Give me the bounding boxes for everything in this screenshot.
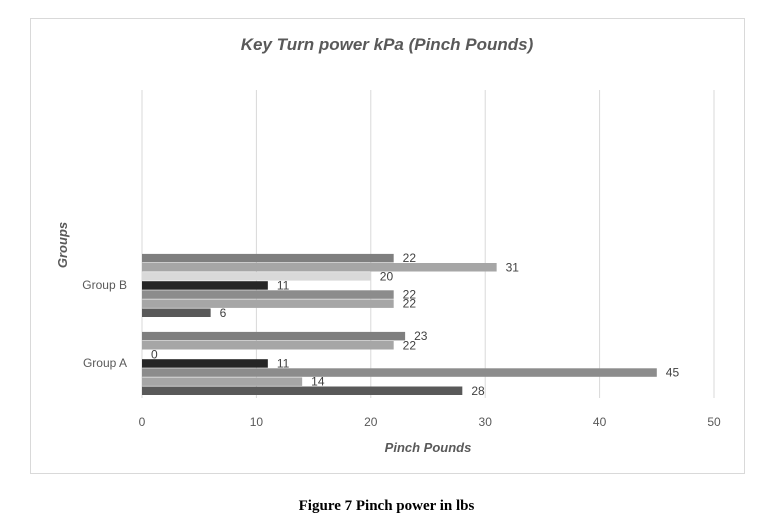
category-label: Group A <box>83 356 127 370</box>
x-tick-label: 0 <box>139 415 146 429</box>
data-label: 14 <box>311 375 325 389</box>
bar <box>142 377 303 386</box>
bar <box>142 386 463 395</box>
chart-title: Key Turn power kPa (Pinch Pounds) <box>241 35 534 54</box>
bar <box>142 281 268 290</box>
bar-chart: Key Turn power kPa (Pinch Pounds) 28 14 45… <box>55 35 721 455</box>
x-axis-title: Pinch Pounds <box>385 440 472 455</box>
gridlines <box>141 90 715 398</box>
data-label: 28 <box>471 384 485 398</box>
figure-caption: Figure 7 Pinch power in lbs <box>298 498 475 514</box>
data-label: 22 <box>403 338 417 352</box>
chart-frame <box>30 18 745 474</box>
category-label: Group B <box>82 278 127 292</box>
data-label: 6 <box>220 306 227 320</box>
x-tick-label: 30 <box>479 415 493 429</box>
bar <box>142 299 394 308</box>
data-label: 22 <box>403 251 417 265</box>
data-label: 22 <box>403 288 417 302</box>
x-tick-labels: 0 10 20 30 40 50 <box>139 415 721 429</box>
bar <box>142 253 394 263</box>
bar <box>142 331 406 341</box>
bar <box>142 359 268 368</box>
data-label: 0 <box>151 347 158 361</box>
y-tick-labels: Group A Group B <box>82 278 127 370</box>
data-label: 31 <box>506 260 520 274</box>
bar <box>142 308 211 317</box>
x-tick-label: 10 <box>250 415 264 429</box>
data-label: 22 <box>403 297 417 311</box>
y-axis-title: Groups <box>55 222 70 268</box>
data-label: 45 <box>666 366 680 380</box>
bar <box>142 272 371 281</box>
x-tick-label: 40 <box>593 415 607 429</box>
bar <box>142 341 394 350</box>
data-label: 20 <box>380 269 394 283</box>
data-label: 23 <box>414 329 428 343</box>
bar <box>142 263 497 272</box>
x-tick-label: 20 <box>364 415 378 429</box>
data-label: 11 <box>277 278 290 292</box>
bars <box>142 253 657 395</box>
bar <box>142 290 394 299</box>
bar <box>142 368 657 377</box>
data-label: 11 <box>277 356 290 370</box>
x-tick-label: 50 <box>707 415 721 429</box>
